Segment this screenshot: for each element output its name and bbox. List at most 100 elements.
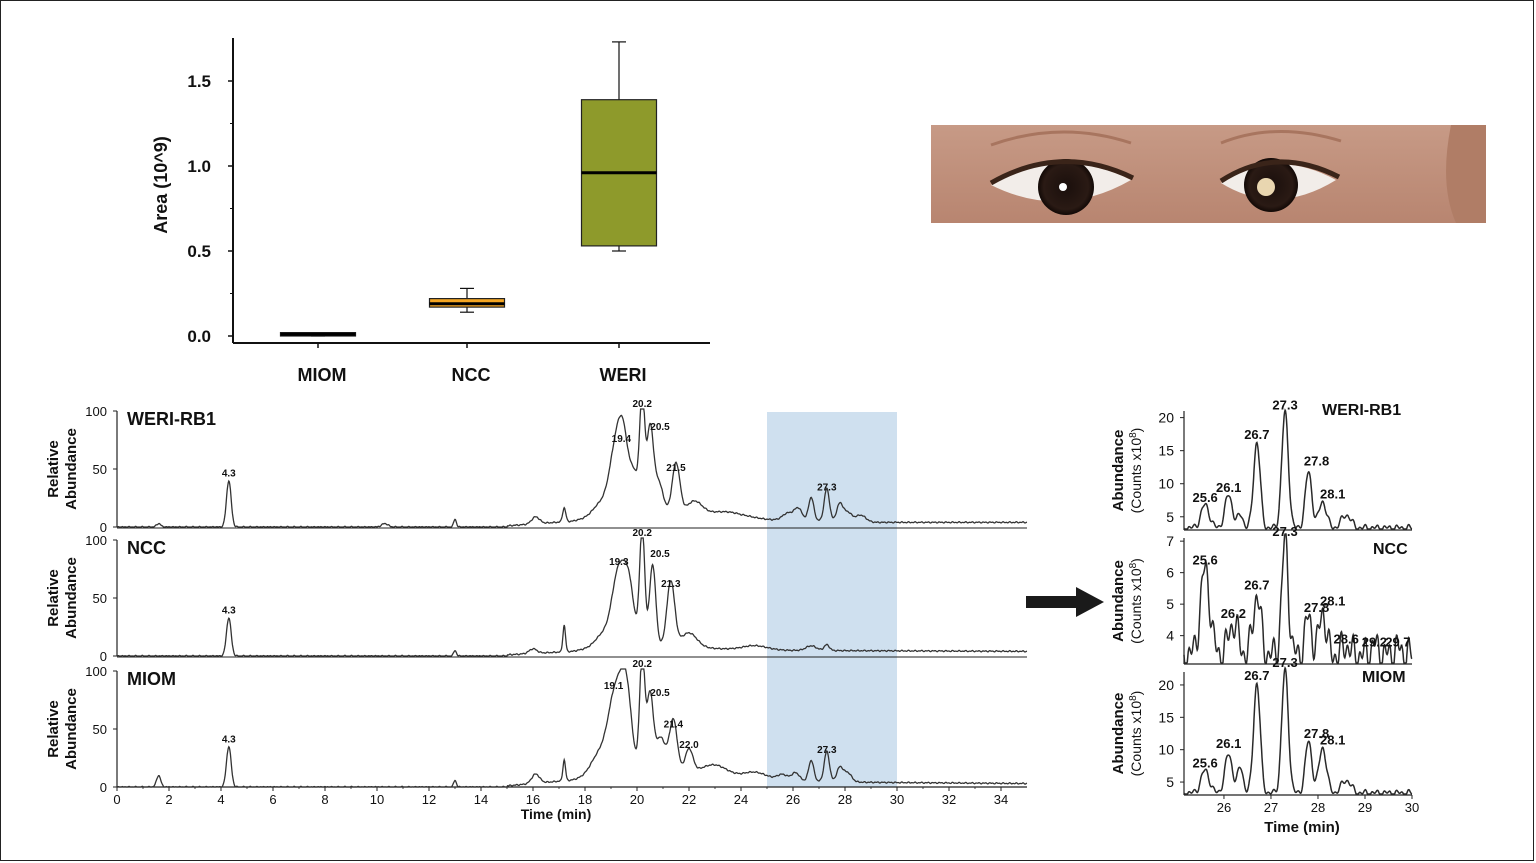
peak-label: 21.5: [666, 463, 686, 474]
peak-label: 27.3: [817, 745, 837, 756]
box-weri: [580, 41, 658, 252]
y-tick-label: 15: [1158, 443, 1174, 459]
trace-line: [116, 408, 1028, 528]
peak-label: 27.8: [1304, 600, 1329, 615]
y-tick-label: 7: [1166, 533, 1174, 549]
y-axis-label-line1: Relative: [45, 569, 62, 627]
peak-label: 29.7: [1385, 634, 1410, 649]
y-tick-label: 0: [100, 780, 107, 795]
peak-label: 22.0: [679, 740, 699, 751]
peak-label: 27.8: [1304, 454, 1329, 469]
zoom-panel-weri-rb1: 5 10 15 20 Abundance (Counts x108) WERI-RB1 25.…: [1110, 397, 1413, 531]
panel-title: WERI-RB1: [1322, 402, 1401, 419]
panel-title: MIOM: [127, 669, 176, 689]
y-tick-label: 6: [1166, 565, 1174, 581]
y-tick-label: 1.0: [187, 157, 211, 176]
x-axis-label: Time (min): [521, 806, 592, 822]
trace-line: [116, 668, 1028, 788]
x-tick-label: 28: [1311, 800, 1325, 815]
y-tick-label: 0.5: [187, 242, 211, 261]
right-arrow-icon: [1026, 587, 1104, 617]
box-ncc: [428, 287, 506, 313]
peak-label: 19.4: [612, 434, 632, 445]
peak-label: 28.1: [1320, 487, 1345, 502]
x-tick-label: 30: [890, 792, 904, 807]
peak-label: 20.2: [632, 659, 652, 670]
peak-label: 26.7: [1244, 578, 1269, 593]
peak-label: 4.3: [222, 469, 236, 480]
peak-label: 4.3: [222, 734, 236, 745]
x-tick-label: 20: [630, 792, 644, 807]
panel-title: WERI-RB1: [127, 409, 216, 429]
x-tick-label: 26: [786, 792, 800, 807]
y-tick-label: 100: [85, 533, 107, 548]
x-tick-label: 30: [1405, 800, 1419, 815]
x-tick-label: 27: [1264, 800, 1278, 815]
trace-line: [1183, 408, 1413, 530]
peak-label: 20.5: [650, 549, 670, 560]
peak-label: 28.1: [1320, 593, 1345, 608]
y-axis-label-line2: Abundance: [63, 688, 80, 770]
y-axis-label-line1: Relative: [45, 700, 62, 758]
y-axis-label-line2: Abundance: [63, 557, 80, 639]
chromatogram-panel-ncc: 0 50 100 Relative Abundance NCC 4.3 19.3 20.2 20.…: [45, 528, 1028, 664]
peak-label: 27.8: [1304, 726, 1329, 741]
x-tick-label: 22: [682, 792, 696, 807]
trace-line: [1183, 666, 1413, 795]
x-tick-label: 4: [217, 792, 224, 807]
y-tick-label: 100: [85, 664, 107, 679]
peak-label: 26.7: [1244, 668, 1269, 683]
chromatogram-panel-weri-rb1: 0 50 100 Relative Abundance WERI-RB1 4.3 19.4 20…: [45, 399, 1028, 535]
peak-label: 21.4: [664, 719, 684, 730]
zoom-panel-ncc: 4 5 6 7 Abundance (Counts x108) NCC 25.6 26.2 26.…: [1110, 524, 1413, 665]
x-tick-label: 14: [474, 792, 488, 807]
panel-title: NCC: [1373, 541, 1408, 558]
peak-label: 20.2: [632, 528, 652, 539]
x-tick-label: 12: [422, 792, 436, 807]
peak-label: 25.6: [1192, 490, 1217, 505]
peak-label: 27.3: [817, 483, 837, 494]
x-tick-label: NCC: [452, 365, 491, 385]
box-miom: [279, 332, 357, 337]
peak-label: 29.2: [1362, 634, 1387, 649]
x-tick-label: MIOM: [298, 365, 347, 385]
y-tick-label: 5: [1166, 596, 1174, 612]
peak-label: 27.3: [1272, 524, 1297, 539]
peak-label: 27.3: [1272, 655, 1297, 670]
y-axis-label-line1: Abundance: [1110, 430, 1127, 512]
y-tick-label: 15: [1158, 709, 1174, 725]
peak-label: 26.1: [1216, 736, 1241, 751]
y-axis-label-line2: (Counts x108): [1128, 558, 1145, 644]
peak-label: 27.3: [1272, 397, 1297, 412]
trace-line: [1183, 533, 1413, 664]
x-tick-label: 0: [113, 792, 120, 807]
y-axis-label-line2: (Counts x108): [1128, 428, 1145, 514]
y-tick-label: 20: [1158, 677, 1174, 693]
peak-label: 28.6: [1334, 631, 1359, 646]
peak-label: 26.2: [1221, 606, 1246, 621]
x-tick-label: 2: [165, 792, 172, 807]
highlight-band: [767, 412, 897, 787]
peak-label: 28.1: [1320, 733, 1345, 748]
x-tick-label: 6: [269, 792, 276, 807]
panel-title: MIOM: [1362, 669, 1406, 686]
chromatogram-panel-miom: 0 50 100 Relative Abundance MIOM 4.3 19.1 20.2 20…: [45, 659, 1028, 795]
x-tick-label: 28: [838, 792, 852, 807]
trace-line: [116, 537, 1028, 657]
x-tick-label: 16: [526, 792, 540, 807]
y-tick-label: 50: [93, 722, 107, 737]
y-tick-label: 50: [93, 591, 107, 606]
peak-label: 25.6: [1192, 553, 1217, 568]
x-tick-label: WERI: [600, 365, 647, 385]
x-tick-label: 10: [370, 792, 384, 807]
peak-label: 20.2: [632, 399, 652, 410]
peak-label: 19.3: [609, 557, 629, 568]
peak-label: 25.6: [1192, 755, 1217, 770]
peak-label: 19.1: [604, 681, 624, 692]
x-axis-label: Time (min): [1264, 819, 1340, 836]
y-tick-label: 5: [1166, 774, 1174, 790]
y-tick-label: 100: [85, 404, 107, 419]
y-axis-label-line1: Abundance: [1110, 560, 1127, 642]
